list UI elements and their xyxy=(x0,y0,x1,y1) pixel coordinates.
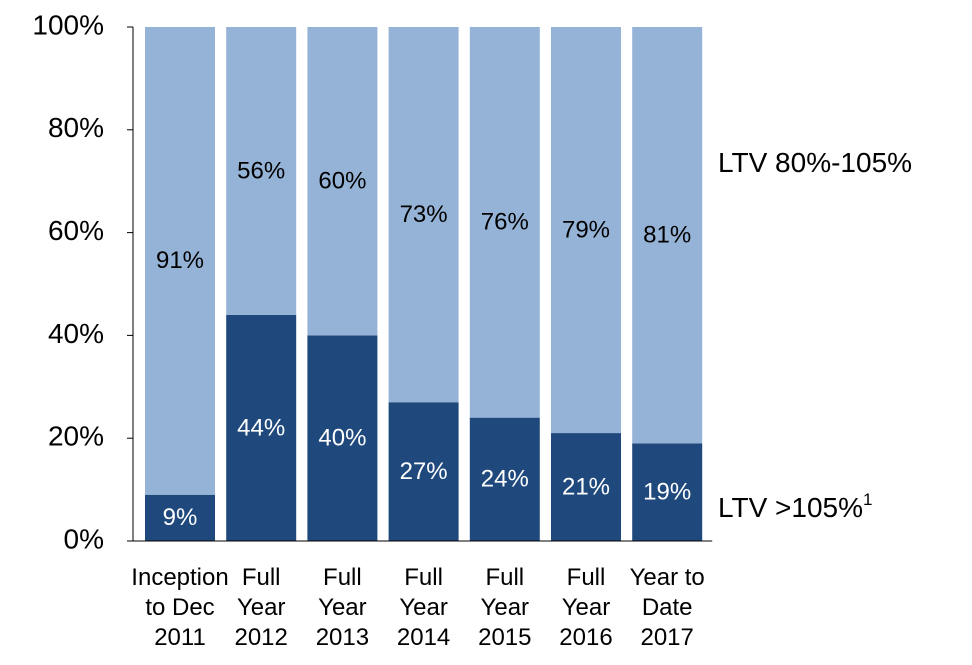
data-label: 76% xyxy=(481,209,529,236)
data-label: 79% xyxy=(562,216,610,243)
legend-name: LTV >105% xyxy=(718,492,863,523)
bar-segment xyxy=(388,402,459,541)
y-tick-label: 0% xyxy=(64,523,104,554)
legend-entry: LTV >105%1 xyxy=(718,490,873,523)
x-tick-label: Full Year 2013 xyxy=(315,564,370,651)
data-label: 81% xyxy=(643,222,691,249)
x-tick-label: Inception to Dec 2011 xyxy=(131,564,229,651)
bar-segment xyxy=(388,27,459,403)
data-label: 27% xyxy=(400,458,448,485)
data-label: 60% xyxy=(318,168,366,195)
data-label: 40% xyxy=(318,425,366,452)
bar-segment xyxy=(469,27,540,418)
legend-entry: LTV 80%-105% xyxy=(718,147,912,178)
bar-segment xyxy=(226,27,297,315)
legend-superscript: 1 xyxy=(863,490,872,509)
data-label: 21% xyxy=(562,473,610,500)
bar-segment xyxy=(145,494,215,541)
y-tick-label: 20% xyxy=(48,421,104,452)
bar-segment xyxy=(551,27,621,434)
x-tick-label: Year to Date 2017 xyxy=(629,564,705,651)
x-tick-label: Full Year 2014 xyxy=(396,564,451,651)
bar-segment xyxy=(632,443,703,541)
data-label: 44% xyxy=(237,414,285,441)
data-label: 24% xyxy=(481,466,529,493)
data-label: 19% xyxy=(643,479,691,506)
data-label: 73% xyxy=(400,201,448,228)
bar-segment xyxy=(551,433,621,541)
bar-segment xyxy=(307,27,378,336)
y-tick-label: 60% xyxy=(48,215,104,246)
y-tick-label: 80% xyxy=(48,112,104,143)
data-label: 9% xyxy=(163,504,198,531)
bar-segment xyxy=(145,27,215,495)
x-tick-label: Full Year 2015 xyxy=(478,564,532,651)
y-tick-label: 40% xyxy=(48,318,104,349)
data-label: 91% xyxy=(156,247,204,274)
bar-segment xyxy=(632,27,703,444)
x-tick-label: Full Year 2012 xyxy=(234,564,288,651)
bar-segment xyxy=(226,314,297,541)
legend-name: LTV 80%-105% xyxy=(718,147,912,178)
data-label: 56% xyxy=(237,157,285,184)
bar-segment xyxy=(307,335,378,541)
y-tick-label: 100% xyxy=(32,9,104,40)
x-tick-label: Full Year 2016 xyxy=(559,564,613,651)
bar-segment xyxy=(469,417,540,541)
